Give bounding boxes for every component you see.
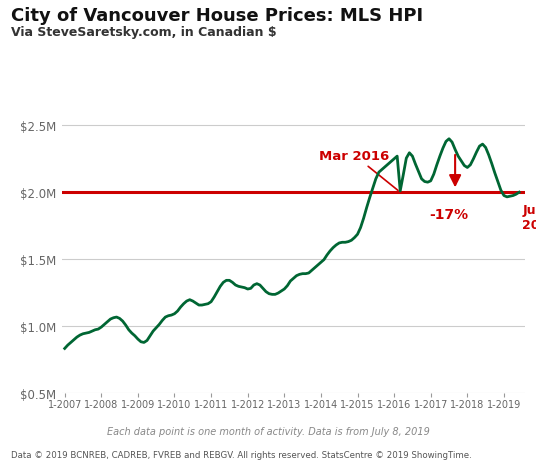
Text: Jun
2019: Jun 2019: [522, 203, 536, 231]
Text: Via SteveSaretsky.com, in Canadian $: Via SteveSaretsky.com, in Canadian $: [11, 26, 277, 39]
Text: Data © 2019 BCNREB, CADREB, FVREB and REBGV. All rights reserved. StatsCentre © : Data © 2019 BCNREB, CADREB, FVREB and RE…: [11, 450, 472, 459]
Text: Mar 2016: Mar 2016: [319, 149, 398, 191]
Text: Each data point is one month of activity. Data is from July 8, 2019: Each data point is one month of activity…: [107, 426, 429, 436]
Text: -17%: -17%: [429, 208, 468, 221]
Text: City of Vancouver House Prices: MLS HPI: City of Vancouver House Prices: MLS HPI: [11, 7, 423, 25]
